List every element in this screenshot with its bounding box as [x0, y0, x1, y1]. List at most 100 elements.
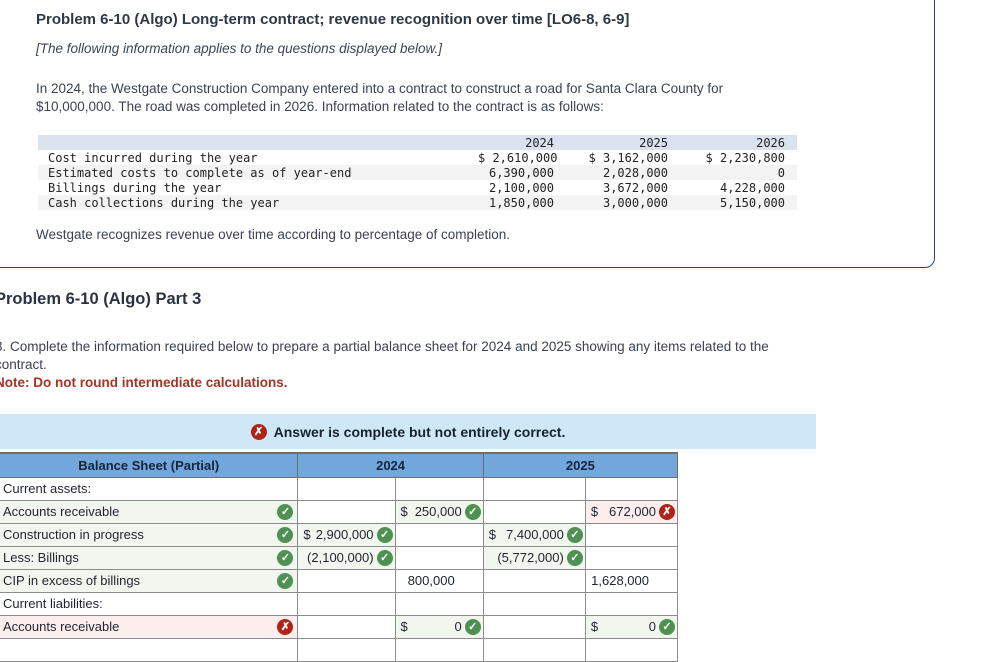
- answer-cell[interactable]: [394, 522, 484, 547]
- answer-cell[interactable]: [394, 591, 484, 616]
- currency-symbol: $: [303, 527, 311, 542]
- correct-icon: ✓: [566, 526, 583, 543]
- correct-icon: ✓: [464, 618, 481, 635]
- table-row: Billings during the year 2,100,000 3,672…: [38, 180, 797, 195]
- answer-cell[interactable]: [394, 545, 484, 570]
- label-cell-cip-in-excess[interactable]: CIP in excess of billings ✓: [0, 568, 299, 593]
- table-row: Cash collections during the year 1,850,0…: [38, 195, 797, 210]
- answer-cell[interactable]: [482, 476, 586, 501]
- table-row: [0, 637, 679, 662]
- answer-cell[interactable]: [394, 476, 484, 501]
- answer-cell[interactable]: [482, 499, 586, 524]
- currency-symbol: $: [590, 619, 599, 634]
- cost-value: 2,100,000: [488, 180, 554, 195]
- row-label-current-assets: Current assets:: [3, 481, 92, 496]
- answer-cell[interactable]: [482, 637, 586, 662]
- problem-summary-card: Problem 6-10 (Algo) Long-term contract; …: [0, 0, 935, 268]
- label-cell-accounts-receivable[interactable]: Accounts receivable ✓: [0, 499, 299, 524]
- cost-row-label: Estimated costs to complete as of year-e…: [38, 165, 478, 180]
- cost-header-2024: 2024: [478, 135, 566, 150]
- cost-row-label: Cost incurred during the year: [48, 150, 258, 165]
- part3-heading: Problem 6-10 (Algo) Part 3: [0, 290, 202, 308]
- problem-title: Problem 6-10 (Algo) Long-term contract; …: [36, 11, 630, 28]
- table-row: Current assets:: [0, 476, 679, 501]
- table-row: Accounts receivable ✗ $0 ✓ $0 ✓: [0, 614, 679, 639]
- answer-cell[interactable]: [297, 568, 396, 593]
- answer-cell[interactable]: $7,400,000 ✓: [482, 522, 586, 547]
- correct-icon: ✓: [277, 503, 294, 520]
- correct-icon: ✓: [277, 549, 294, 566]
- answer-cell[interactable]: [394, 637, 484, 662]
- cost-value: 0: [680, 165, 797, 180]
- answer-cell[interactable]: $672,000 ✗: [584, 499, 679, 524]
- cost-row-label: Cash collections during the year: [38, 195, 478, 210]
- cost-header-2026: 2026: [680, 135, 797, 150]
- answer-cell[interactable]: $0 ✓: [584, 614, 679, 639]
- answer-cell[interactable]: [297, 614, 396, 639]
- table-row: Current liabilities:: [0, 591, 679, 616]
- answer-cell[interactable]: [297, 591, 396, 616]
- cost-value: 1,850,000: [478, 195, 566, 210]
- answer-cell[interactable]: [584, 637, 679, 662]
- answer-cell[interactable]: [0, 637, 299, 662]
- answer-cell[interactable]: $0 ✓: [394, 614, 484, 639]
- column-header-2024: 2024: [297, 452, 484, 478]
- balance-sheet-title: Balance Sheet (Partial): [0, 452, 299, 478]
- answer-cell[interactable]: (2,100,000) ✓: [297, 545, 396, 570]
- label-cell-less-billings[interactable]: Less: Billings ✓: [0, 545, 299, 570]
- cost-value: $ 3,162,000: [588, 150, 668, 165]
- currency-symbol: $: [488, 527, 496, 542]
- cost-value: $ 2,610,000: [478, 150, 558, 165]
- answer-cell[interactable]: [297, 499, 396, 524]
- table-row: Estimated costs to complete as of year-e…: [38, 165, 797, 180]
- contract-info-table: 2024 2025 2026 Cost incurred during the …: [38, 135, 797, 210]
- question-line-2: contract.: [0, 357, 47, 372]
- applies-note: [The following information applies to th…: [36, 41, 442, 56]
- intro-paragraph: In 2024, the Westgate Construction Compa…: [36, 80, 914, 116]
- table-row: Construction in progress ✓ $2,900,000 ✓ $7…: [0, 522, 679, 547]
- row-label-current-liabilities: Current liabilities:: [3, 596, 103, 611]
- answer-cell[interactable]: $2,900,000 ✓: [297, 522, 396, 547]
- answer-cell[interactable]: [584, 522, 679, 547]
- cost-header-spacer: [38, 135, 478, 150]
- answer-cell[interactable]: [297, 637, 396, 662]
- table-row: CIP in excess of billings ✓ 800,000 1,628…: [0, 568, 679, 593]
- answer-cell[interactable]: [482, 568, 586, 593]
- answer-cell[interactable]: [297, 476, 396, 501]
- answer-cell[interactable]: $250,000 ✓: [394, 499, 484, 524]
- balance-sheet-header-row: Balance Sheet (Partial) 2024 2025: [0, 452, 679, 478]
- cost-table-header-row: 2024 2025 2026: [38, 135, 797, 150]
- cost-value: 3,000,000: [566, 195, 680, 210]
- result-banner-text: Answer is complete but not entirely corr…: [273, 423, 566, 440]
- revenue-recognition-note: Westgate recognizes revenue over time ac…: [36, 227, 511, 242]
- answer-cell[interactable]: (5,772,000) ✓: [482, 545, 586, 570]
- cost-value: 6,390,000: [478, 165, 566, 180]
- incorrect-icon: ✗: [659, 503, 675, 520]
- answer-cell[interactable]: [482, 614, 586, 639]
- answer-cell[interactable]: [584, 476, 679, 501]
- cost-header-2025: 2025: [566, 135, 680, 150]
- cost-value: 5,150,000: [680, 195, 797, 210]
- table-row: Less: Billings ✓ (2,100,000) ✓ (5,772,000)…: [0, 545, 679, 570]
- intro-line-1: In 2024, the Westgate Construction Compa…: [36, 81, 724, 96]
- answer-cell[interactable]: [584, 591, 679, 616]
- answer-cell[interactable]: 1,628,000: [584, 568, 679, 593]
- cost-value: 2,028,000: [566, 165, 680, 180]
- currency-symbol: $: [590, 504, 599, 519]
- currency-symbol: $: [400, 504, 408, 519]
- question-line-1: 3. Complete the information required bel…: [0, 339, 769, 354]
- rounding-note: Note: Do not round intermediate calculat…: [0, 375, 288, 390]
- incorrect-icon: ✗: [250, 423, 267, 440]
- column-header-2025: 2025: [482, 452, 679, 478]
- answer-cell[interactable]: [584, 545, 679, 570]
- correct-icon: ✓: [464, 503, 481, 520]
- correct-icon: ✓: [376, 549, 393, 566]
- cost-value: $ 2,230,800: [705, 150, 785, 165]
- correct-icon: ✓: [376, 526, 393, 543]
- answer-cell[interactable]: [482, 591, 586, 616]
- table-row: Cost incurred during the year $ 2,610,00…: [38, 150, 797, 165]
- label-cell-construction-in-progress[interactable]: Construction in progress ✓: [0, 522, 299, 547]
- answer-cell[interactable]: 800,000: [394, 568, 484, 593]
- label-cell-accounts-receivable-liability[interactable]: Accounts receivable ✗: [0, 614, 299, 639]
